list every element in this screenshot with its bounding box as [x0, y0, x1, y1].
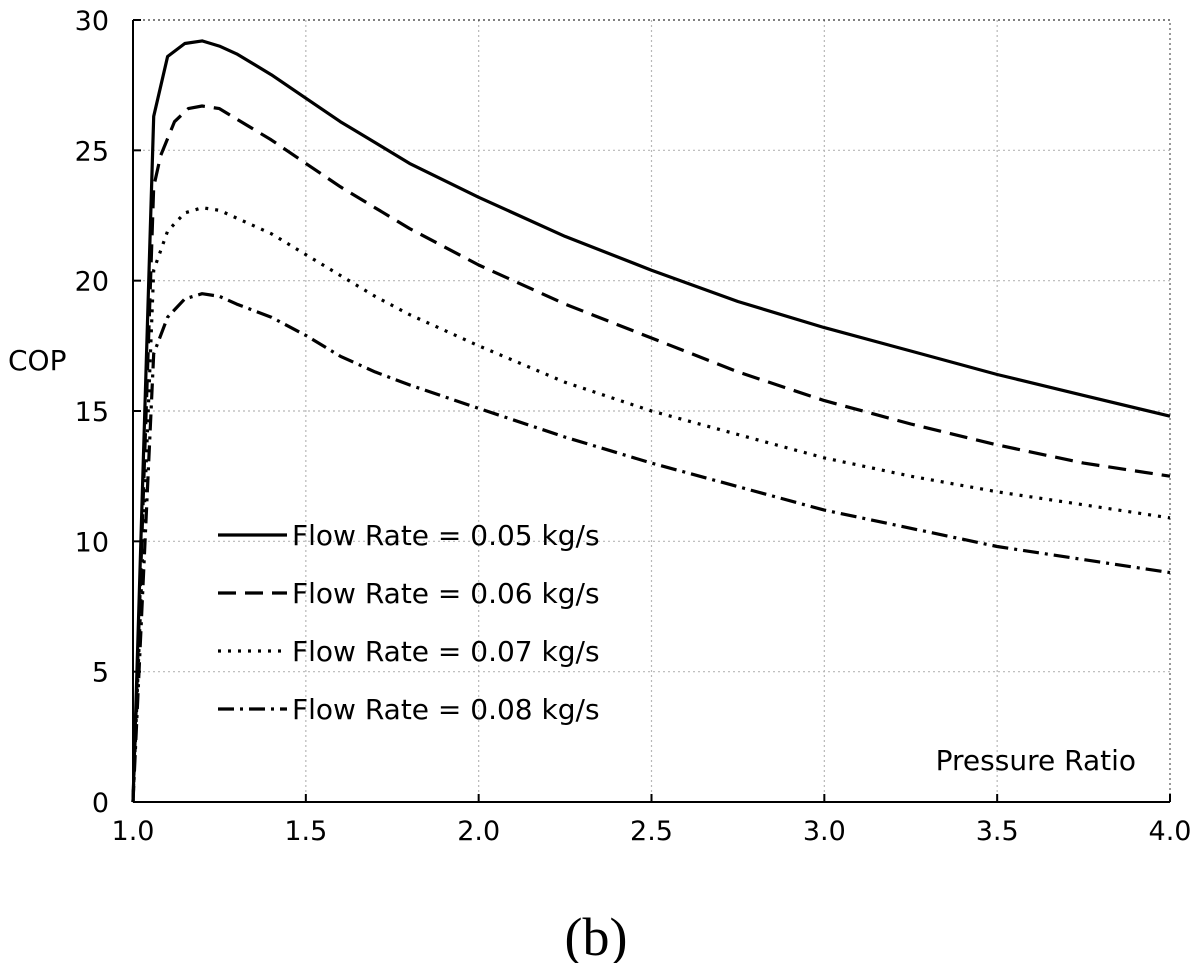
x-tick-label: 1.0: [112, 816, 155, 847]
series-line-4: [131, 292, 1171, 803]
legend-label-2: Flow Rate = 0.06 kg/s: [292, 577, 600, 610]
x-tick-label: 3.0: [803, 816, 846, 847]
y-tick-label: 15: [75, 397, 109, 428]
y-axis-title: COP: [8, 344, 66, 377]
y-tick-label: 20: [75, 267, 109, 298]
x-tick-label: 2.5: [630, 816, 673, 847]
legend-label-4: Flow Rate = 0.08 kg/s: [292, 693, 600, 726]
y-tick-label: 10: [75, 527, 109, 558]
series-layer: [131, 39, 1171, 803]
legend-label-3: Flow Rate = 0.07 kg/s: [292, 635, 600, 668]
series-line-2: [131, 104, 1171, 803]
x-axis-title: Pressure Ratio: [936, 744, 1136, 777]
figure-caption: (b): [565, 907, 628, 963]
series-line-1: [131, 39, 1171, 803]
y-tick-label: 25: [75, 136, 109, 167]
series-line-3: [131, 206, 1171, 803]
y-tick-label: 0: [92, 788, 109, 819]
y-tick-layer: 0 5 10 15 20 25 30: [75, 6, 141, 819]
x-tick-label: 4.0: [1149, 816, 1192, 847]
x-tick-label: 3.5: [976, 816, 1019, 847]
legend: Flow Rate = 0.05 kg/s Flow Rate = 0.06 kg…: [218, 519, 600, 726]
x-tick-label: 2.0: [457, 816, 500, 847]
x-tick-label: 1.5: [284, 816, 327, 847]
legend-label-1: Flow Rate = 0.05 kg/s: [292, 519, 600, 552]
y-tick-label: 30: [75, 6, 109, 37]
x-tick-layer: 1.0 1.5 2.0 2.5 3.0 3.5 4.0: [112, 794, 1192, 847]
y-tick-label: 5: [92, 658, 109, 689]
